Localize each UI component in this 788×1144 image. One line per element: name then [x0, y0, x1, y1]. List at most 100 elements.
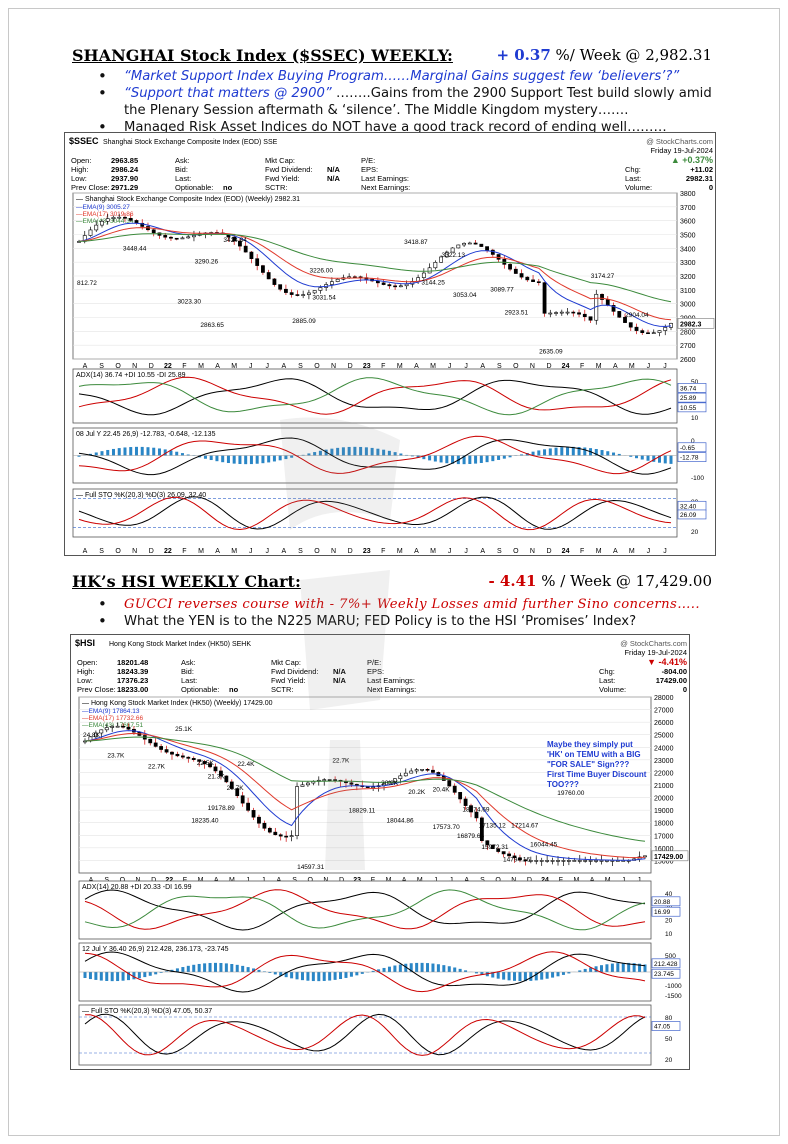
month-tick-label-bottom: J	[647, 548, 651, 555]
candle-body	[153, 742, 158, 747]
last-price-label: 2982.3	[680, 321, 702, 328]
price-tick-label: 2600	[680, 357, 696, 364]
macd-histogram-bar	[474, 455, 478, 464]
candle-body	[99, 729, 104, 734]
price-annotation: 19178.89	[208, 805, 235, 812]
indicator-line	[78, 437, 672, 476]
candle-body	[235, 788, 240, 797]
macd-histogram-bar	[154, 972, 158, 975]
price-annotation: 22.5K	[197, 760, 215, 767]
quote-field: EPS:	[361, 165, 378, 174]
indicator-line	[84, 951, 646, 993]
candle-body	[170, 751, 174, 755]
macd-histogram-bar	[129, 447, 133, 456]
month-tick-label: O	[120, 877, 126, 884]
month-tick-label: O	[495, 877, 501, 884]
macd-histogram-bar	[106, 449, 110, 456]
price-tick-label: 18000	[654, 821, 674, 828]
candle-body	[623, 316, 627, 323]
candle-body	[295, 294, 300, 296]
candle-body	[126, 726, 131, 730]
macd-histogram-bar	[393, 965, 397, 972]
indicator-tick: 20	[665, 1057, 673, 1064]
macd-histogram-bar	[518, 972, 522, 982]
macd-histogram-bar	[485, 455, 489, 463]
macd-histogram-bar	[235, 964, 239, 972]
ssec-bullet-list: “Market Support Index Buying Program……Ma…	[98, 68, 718, 136]
ssec-bullet-1: “Market Support Index Buying Program……Ma…	[98, 68, 718, 85]
candle-body	[519, 273, 524, 278]
month-tick-label-bottom: D	[546, 548, 551, 555]
quote-field: 0	[683, 685, 687, 694]
macd-histogram-bar	[159, 972, 163, 973]
price-annotation: 22.4K	[237, 761, 255, 768]
ema-legend-1: —EMA(9) 17864.13	[82, 708, 140, 715]
chart-symbol: $SSEC	[69, 136, 99, 146]
month-tick-label-bottom: J	[448, 548, 452, 555]
month-tick-label-bottom: F	[182, 548, 186, 555]
macd-histogram-bar	[439, 455, 443, 463]
month-tick-label-bottom: A	[414, 548, 419, 555]
month-tick-label: M	[430, 363, 436, 370]
candle-body	[243, 245, 248, 253]
candle-body	[447, 780, 452, 787]
macd-histogram-bar	[157, 448, 161, 456]
quote-field: N/A	[327, 174, 341, 183]
macd-histogram-bar	[426, 963, 430, 972]
indicator-value-box	[677, 392, 707, 403]
macd-histogram-bar	[123, 447, 127, 456]
quote-field: 18201.48	[117, 658, 148, 667]
candle-body	[77, 241, 81, 243]
candle-body	[306, 782, 310, 786]
macd-histogram-bar	[404, 963, 408, 972]
macd-histogram-bar	[398, 964, 402, 972]
chart-note-line: TOO???	[547, 780, 579, 789]
quote-field: Fwd Yield:	[271, 676, 306, 685]
last-price-box	[651, 850, 689, 862]
indicator-value-box	[651, 968, 681, 979]
macd-histogram-bar	[617, 453, 621, 456]
candle-body	[329, 281, 334, 285]
macd-histogram-bar	[658, 455, 662, 463]
macd-histogram-bar	[300, 972, 304, 981]
macd-histogram-bar	[186, 965, 190, 972]
quote-field: SCTR:	[265, 183, 288, 192]
macd-histogram-bar	[230, 964, 234, 972]
candle-body	[425, 769, 430, 771]
month-tick-label-bottom: N	[132, 548, 137, 555]
candle-body	[284, 835, 289, 838]
ssec-bullet-3: Managed Risk Asset Indices do NOT have a…	[98, 119, 718, 136]
price-tick-label: 3000	[680, 302, 696, 309]
macd-histogram-bar	[445, 455, 449, 464]
month-tick-label-bottom: M	[198, 548, 204, 555]
macd-histogram-bar	[578, 970, 582, 972]
month-tick-label: A	[402, 877, 407, 884]
macd-histogram-bar	[116, 972, 120, 982]
quote-field: -804.00	[662, 667, 687, 676]
price-annotation: 3418.87	[404, 239, 428, 246]
ema-legend-1: —EMA(9) 3005.27	[76, 204, 130, 211]
macd-histogram-bar	[175, 451, 179, 456]
quote-field: 2937.90	[111, 174, 138, 183]
candle-body	[289, 835, 294, 837]
indicator-value: 26.09	[680, 512, 697, 519]
macd-histogram-bar	[126, 972, 130, 981]
month-tick-label: A	[464, 877, 469, 884]
candle-body	[232, 236, 237, 242]
quote-field: High:	[71, 165, 89, 174]
month-tick-label: J	[637, 877, 641, 884]
macd-histogram-bar	[551, 972, 555, 978]
macd-histogram-bar	[262, 971, 266, 972]
month-tick-label: M	[386, 877, 392, 884]
macd-histogram-bar	[387, 966, 391, 972]
month-tick-label-bottom: A	[215, 548, 220, 555]
candle-body	[249, 251, 254, 259]
ema-line-43	[84, 736, 646, 842]
price-annotation: 3089.77	[490, 286, 514, 293]
candle-body	[556, 860, 560, 862]
macd-histogram-bar	[543, 449, 547, 456]
price-annotation: 18829.11	[349, 808, 376, 815]
month-tick-label: N	[135, 877, 140, 884]
indicator-value: -0.65	[680, 445, 695, 452]
macd-histogram-bar	[600, 450, 604, 456]
